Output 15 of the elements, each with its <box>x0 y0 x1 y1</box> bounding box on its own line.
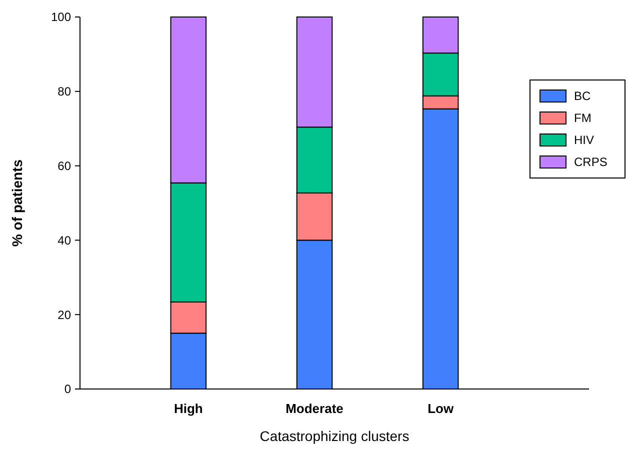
x-axis-title: Catastrophizing clusters <box>260 428 410 444</box>
legend-label: HIV <box>574 133 594 148</box>
y-tick-label: 20 <box>58 308 72 322</box>
legend-label: BC <box>574 89 592 104</box>
x-tick-label: Low <box>428 401 454 416</box>
legend-label: FM <box>574 111 592 126</box>
y-tick-label: 40 <box>58 233 72 248</box>
legend-label: CRPS <box>574 155 608 170</box>
y-axis-title: % of patients <box>9 159 25 247</box>
x-tick-label: High <box>174 401 203 416</box>
y-tick-label: 100 <box>50 10 72 24</box>
y-tick-label: 60 <box>58 159 72 173</box>
y-tick-label: 80 <box>58 84 72 99</box>
y-tick-label: 0 <box>64 382 72 396</box>
x-tick-label: Moderate <box>286 401 344 416</box>
